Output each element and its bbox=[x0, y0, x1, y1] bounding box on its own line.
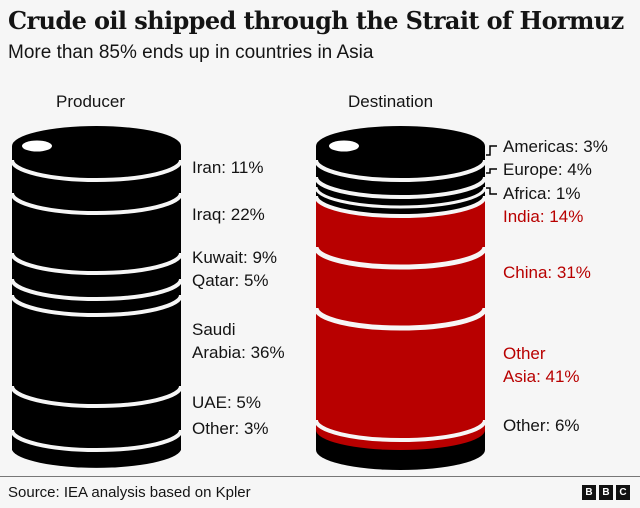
label-americas: Americas: 3% bbox=[503, 137, 608, 156]
bung-hole-icon bbox=[22, 140, 52, 152]
label-other-asia-line1: Other bbox=[503, 344, 546, 363]
label-uae: UAE: 5% bbox=[192, 393, 261, 412]
label-europe: Europe: 4% bbox=[503, 160, 592, 179]
label-kuwait: Kuwait: 9% bbox=[192, 248, 278, 267]
producer-heading: Producer bbox=[56, 92, 125, 111]
label-saudi-line2: Arabia: 36% bbox=[192, 343, 285, 362]
label-qatar: Qatar: 5% bbox=[192, 271, 269, 290]
bbc-logo-b2: B bbox=[599, 485, 613, 500]
chart-subtitle: More than 85% ends up in countries in As… bbox=[8, 42, 374, 63]
bung-hole-icon bbox=[329, 140, 359, 152]
destination-heading: Destination bbox=[348, 92, 434, 111]
label-producer-other: Other: 3% bbox=[192, 419, 269, 438]
label-china: China: 31% bbox=[503, 263, 591, 282]
chart-title: Crude oil shipped through the Strait of … bbox=[8, 6, 624, 35]
destination-barrel bbox=[313, 126, 497, 470]
footer-divider bbox=[0, 476, 640, 477]
label-destination-other: Other: 6% bbox=[503, 416, 580, 435]
source-note: Source: IEA analysis based on Kpler bbox=[8, 484, 251, 501]
producer-barrel bbox=[10, 126, 183, 468]
label-iran: Iran: 11% bbox=[192, 158, 264, 177]
label-africa: Africa: 1% bbox=[503, 184, 581, 203]
bbc-logo: B B C bbox=[582, 485, 630, 500]
bbc-logo-b1: B bbox=[582, 485, 596, 500]
label-iraq: Iraq: 22% bbox=[192, 205, 265, 224]
label-saudi-line1: Saudi bbox=[192, 320, 236, 339]
label-other-asia-line2: Asia: 41% bbox=[503, 367, 580, 386]
bbc-logo-c: C bbox=[616, 485, 630, 500]
label-india: India: 14% bbox=[503, 207, 584, 226]
